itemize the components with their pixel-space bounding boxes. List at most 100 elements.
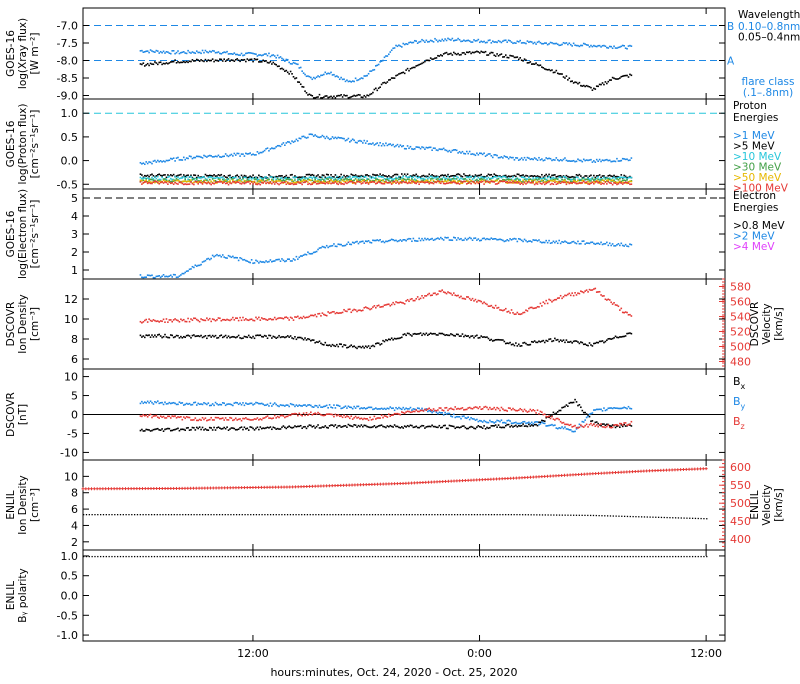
- series-point-proton-5: [439, 181, 441, 183]
- series-point-dscovr_b-2: [374, 416, 376, 418]
- series-point-proton-5: [300, 182, 302, 184]
- series-point-dscovr_density-0: [304, 337, 306, 339]
- series-point-proton-1: [610, 175, 612, 177]
- series-point-dscovr_density-0: [238, 335, 240, 337]
- series-point-dscovr_density-0: [388, 338, 390, 340]
- series-point-dscovr_b-2: [628, 424, 630, 426]
- series-point-electron-0: [543, 242, 545, 244]
- series-point-xray-1: [183, 61, 185, 63]
- series-point-xray-0: [156, 50, 158, 52]
- series-point-proton-2: [505, 177, 507, 179]
- series-point-electron-0: [440, 237, 442, 239]
- series-point-dscovr_b-2: [482, 408, 484, 410]
- series-point-xray-0: [208, 52, 210, 54]
- series-point-proton-3: [524, 179, 526, 181]
- series-point-dscovr_density-1: [558, 297, 560, 299]
- series-point-proton-5: [200, 182, 202, 184]
- series-point-dscovr_b-2: [241, 420, 243, 422]
- series-point-proton-5: [592, 181, 594, 183]
- series-point-proton-0: [531, 158, 533, 160]
- series-point-proton-0: [345, 140, 347, 142]
- series-point-dscovr_b-2: [431, 410, 433, 412]
- series-point-proton-5: [226, 182, 228, 184]
- series-point-proton-1: [352, 174, 354, 176]
- series-point-dscovr_b-0: [568, 402, 570, 404]
- series-point-proton-4: [379, 179, 381, 181]
- series-point-dscovr_density-0: [252, 336, 254, 338]
- series-point-proton-2: [169, 176, 171, 178]
- series-point-dscovr_b-2: [446, 407, 448, 409]
- series-point-proton-2: [197, 177, 199, 179]
- series-point-electron-0: [278, 259, 280, 261]
- series-point-dscovr_b-0: [359, 426, 361, 428]
- series-point-dscovr_density-1: [417, 296, 419, 298]
- series-point-xray-0: [563, 42, 565, 44]
- series-point-dscovr_b-0: [281, 426, 283, 428]
- series-point-proton-1: [221, 174, 223, 176]
- series-point-dscovr_b-0: [544, 420, 546, 422]
- series-point-dscovr_density-1: [261, 317, 263, 319]
- series-point-proton-1: [333, 176, 335, 178]
- series-point-dscovr_b-2: [391, 414, 393, 416]
- series-point-proton-5: [404, 181, 406, 183]
- series-point-proton-4: [296, 182, 298, 184]
- series-point-electron-0: [489, 239, 491, 241]
- series-point-xray-0: [428, 41, 430, 43]
- series-point-electron-0: [374, 240, 376, 242]
- series-point-proton-1: [368, 175, 370, 177]
- series-point-dscovr_b-1: [208, 402, 210, 404]
- series-point-xray-1: [444, 52, 446, 54]
- series-point-dscovr_b-1: [333, 404, 335, 406]
- series-point-dscovr_density-0: [221, 334, 223, 336]
- series-point-dscovr_b-2: [164, 417, 166, 419]
- series-point-dscovr_density-0: [626, 333, 628, 335]
- series-point-proton-1: [450, 175, 452, 177]
- series-point-xray-1: [603, 84, 605, 86]
- series-point-proton-2: [213, 177, 215, 179]
- series-point-proton-3: [314, 179, 316, 181]
- series-point-proton-2: [251, 178, 253, 180]
- series-point-xray-0: [420, 41, 422, 43]
- series-point-dscovr_b-2: [161, 416, 163, 418]
- series-point-dscovr_b-1: [179, 401, 181, 403]
- series-point-xray-1: [212, 58, 214, 60]
- series-point-proton-5: [144, 181, 146, 183]
- series-point-proton-1: [244, 175, 246, 177]
- series-point-proton-0: [538, 157, 540, 159]
- series-point-proton-5: [368, 183, 370, 185]
- series-point-dscovr_density-1: [363, 307, 365, 309]
- series-point-proton-1: [157, 174, 159, 176]
- series-point-dscovr_b-1: [174, 403, 176, 405]
- series-point-xray-1: [476, 51, 478, 53]
- series-point-proton-1: [574, 177, 576, 179]
- series-point-dscovr_b-0: [388, 426, 390, 428]
- series-point-proton-5: [376, 182, 378, 184]
- series-point-electron-0: [287, 258, 289, 260]
- series-point-xray-1: [343, 94, 345, 96]
- series-point-dscovr_b-1: [298, 404, 300, 406]
- series-point-xray-1: [145, 64, 147, 66]
- series-point-proton-0: [616, 158, 618, 160]
- series-point-xray-1: [156, 62, 158, 64]
- series-point-proton-0: [618, 160, 620, 162]
- series-point-proton-2: [388, 178, 390, 180]
- series-point-dscovr_b-0: [174, 429, 176, 431]
- series-point-proton-0: [151, 163, 153, 165]
- series-point-proton-2: [205, 178, 207, 180]
- series-point-proton-3: [469, 179, 471, 181]
- panel-frame-enlil_density: [83, 460, 725, 550]
- series-point-dscovr_b-0: [208, 429, 210, 431]
- series-point-xray-1: [368, 95, 370, 97]
- series-point-proton-3: [543, 180, 545, 182]
- series-point-dscovr_b-0: [622, 426, 624, 428]
- series-point-proton-1: [527, 175, 529, 177]
- series-point-proton-0: [384, 145, 386, 147]
- series-point-dscovr_b-1: [411, 409, 413, 411]
- series-point-dscovr_b-2: [616, 424, 618, 426]
- series-point-proton-0: [374, 144, 376, 146]
- series-point-dscovr_density-1: [171, 321, 173, 323]
- series-point-proton-5: [551, 183, 553, 185]
- series-point-dscovr_b-2: [525, 410, 527, 412]
- series-point-proton-1: [304, 176, 306, 178]
- series-point-proton-5: [330, 183, 332, 185]
